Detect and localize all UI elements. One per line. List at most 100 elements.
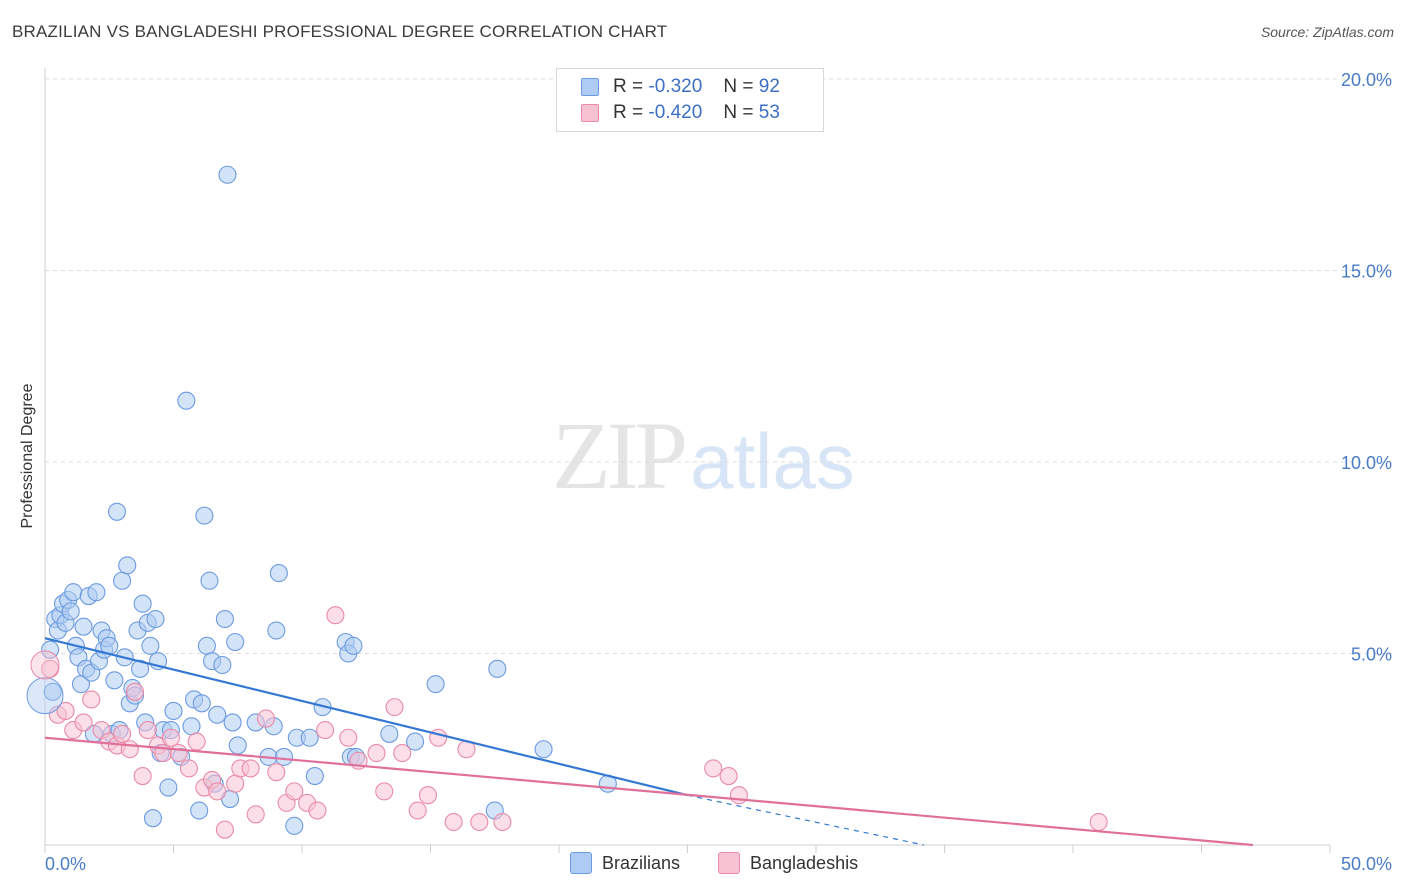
point-bangladeshis — [74, 713, 93, 732]
y-tick-label: 5.0% — [1351, 645, 1392, 665]
point-bangladeshis — [138, 721, 157, 740]
point-bangladeshis — [444, 812, 463, 832]
point-brazilians — [380, 724, 399, 743]
point-brazilians — [218, 165, 237, 184]
point-brazilians — [226, 632, 245, 652]
legend-n-value: 92 — [758, 76, 780, 97]
legend-swatch-bangladeshis — [581, 104, 599, 122]
point-bangladeshis — [339, 728, 358, 747]
chart-title: BRAZILIAN VS BANGLADESHI PROFESSIONAL DE… — [12, 22, 668, 41]
point-brazilians — [285, 816, 304, 835]
watermark-zip: ZIP — [552, 402, 688, 509]
watermark-atlas: atlas — [690, 417, 855, 505]
legend-n-value: 53 — [758, 102, 780, 123]
legend-r-value: -0.320 — [648, 76, 703, 97]
point-bangladeshis — [367, 744, 386, 763]
trendline-brazilians — [44, 637, 688, 797]
point-bangladeshis — [246, 805, 265, 824]
point-brazilians — [141, 636, 160, 655]
legend-swatch-brazilians — [570, 852, 592, 874]
y-tick-label: 20.0% — [1341, 70, 1392, 90]
point-brazilians — [107, 502, 127, 521]
point-bangladeshis — [326, 606, 345, 625]
point-bangladeshis — [493, 812, 512, 832]
point-bangladeshis — [133, 767, 152, 786]
watermark: ZIPatlas — [552, 400, 855, 511]
point-brazilians — [159, 778, 178, 797]
point-bangladeshis — [241, 759, 260, 778]
point-brazilians — [213, 655, 232, 675]
point-bangladeshis — [316, 721, 335, 740]
legend-label-bangladeshis: Bangladeshis — [750, 852, 859, 873]
legend-r-label: R = — [613, 102, 644, 123]
stats-legend: R = -0.320 N = 92 R = -0.420 N = 53 — [556, 68, 824, 132]
point-brazilians — [164, 701, 183, 721]
point-brazilians — [192, 694, 211, 713]
point-brazilians — [87, 583, 106, 602]
point-bangladeshis — [385, 698, 404, 717]
point-bangladeshis — [408, 801, 427, 820]
point-brazilians — [64, 583, 83, 602]
point-bangladeshis — [120, 740, 139, 759]
point-brazilians — [190, 801, 209, 820]
point-brazilians — [208, 705, 227, 724]
legend-row-brazilians: R = -0.320 N = 92 — [581, 75, 780, 99]
point-bangladeshis — [30, 650, 60, 680]
point-brazilians — [41, 640, 60, 659]
point-brazilians — [406, 732, 425, 751]
point-bangladeshis — [187, 732, 206, 751]
point-brazilians — [113, 571, 132, 590]
source-note: Source: ZipAtlas.com — [1260, 24, 1394, 40]
point-brazilians — [534, 740, 553, 759]
point-brazilians — [267, 621, 286, 640]
x-tick-label: 0.0% — [45, 854, 86, 874]
legend-item-brazilians: Brazilians — [570, 852, 680, 874]
trendline-brazilians-extension — [687, 794, 925, 846]
y-tick-label: 15.0% — [1341, 262, 1392, 282]
y-tick-label: 10.0% — [1341, 453, 1392, 473]
point-bangladeshis — [56, 701, 75, 721]
point-brazilians — [43, 682, 62, 701]
point-bangladeshis — [226, 774, 245, 793]
point-bangladeshis — [179, 759, 198, 778]
point-bangladeshis — [285, 782, 304, 801]
point-bangladeshis — [729, 786, 748, 805]
legend-r-value: -0.420 — [648, 102, 703, 123]
point-brazilians — [269, 564, 288, 583]
point-bangladeshis — [125, 682, 144, 701]
point-bangladeshis — [470, 812, 489, 832]
point-bangladeshis — [256, 709, 276, 728]
point-brazilians — [146, 609, 165, 629]
point-bangladeshis — [375, 782, 394, 801]
point-brazilians — [215, 609, 234, 629]
point-bangladeshis — [113, 724, 132, 743]
point-brazilians — [133, 594, 152, 613]
point-brazilians — [197, 636, 216, 655]
point-bangladeshis — [82, 690, 101, 709]
point-brazilians — [488, 659, 507, 678]
point-brazilians — [426, 675, 445, 694]
point-bangladeshis — [161, 728, 180, 747]
point-brazilians — [74, 617, 93, 636]
point-bangladeshis — [169, 744, 188, 763]
point-brazilians — [223, 713, 242, 732]
point-brazilians — [344, 636, 363, 655]
point-bangladeshis — [719, 767, 738, 786]
point-bangladeshis — [208, 782, 227, 801]
legend-n-label: N = — [723, 102, 754, 123]
trendline-bangladeshis — [44, 736, 1253, 847]
point-brazilians — [228, 736, 247, 755]
legend-swatch-brazilians — [581, 78, 599, 96]
point-bangladeshis — [418, 786, 437, 805]
series-legend: Brazilians Bangladeshis — [0, 852, 1406, 876]
legend-r-label: R = — [613, 76, 644, 97]
legend-label-brazilians: Brazilians — [602, 852, 681, 873]
point-brazilians — [105, 671, 124, 690]
legend-n-label: N = — [723, 76, 754, 97]
point-brazilians — [195, 506, 214, 525]
legend-swatch-bangladeshis — [718, 852, 740, 874]
point-brazilians — [300, 728, 319, 747]
point-bangladeshis — [393, 744, 412, 763]
point-brazilians — [177, 391, 196, 410]
